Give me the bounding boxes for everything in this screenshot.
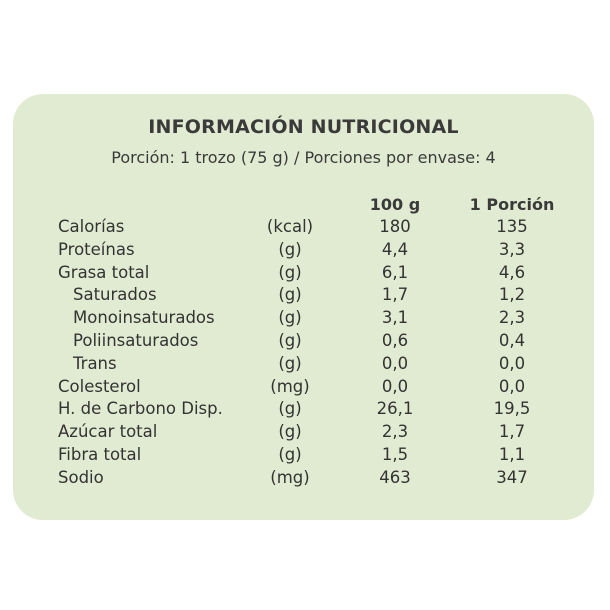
nutrient-row-grasa-total: Grasa total (g) 6,1 4,6 <box>13 262 594 285</box>
nutrient-value-portion: 2,3 <box>498 308 526 328</box>
nutrient-value-portion: 3,3 <box>498 239 526 259</box>
nutrient-unit: (g) <box>278 444 302 464</box>
nutrient-value-100g: 1,7 <box>381 285 409 305</box>
nutrient-value-portion: 4,6 <box>498 262 526 282</box>
nutrient-unit: (g) <box>278 422 302 442</box>
nutrition-title: INFORMACIÓN NUTRICIONAL <box>148 116 459 138</box>
nutrient-name: Proteínas <box>58 239 135 259</box>
nutrient-name: Colesterol <box>58 376 141 396</box>
header-per-100g: 100 g <box>369 195 421 214</box>
nutrient-name: Grasa total <box>58 262 150 282</box>
nutrient-value-100g: 180 <box>379 217 411 236</box>
nutrient-value-portion: 135 <box>496 217 528 236</box>
nutrient-name: H. de Carbono Disp. <box>58 399 223 419</box>
nutrient-row-carbohidratos: H. de Carbono Disp. (g) 26,1 19,5 <box>13 398 594 421</box>
nutrient-row-colesterol: Colesterol (mg) 0,0 0,0 <box>13 376 594 399</box>
nutrient-value-100g: 0,0 <box>381 376 409 396</box>
nutrient-row-saturados: Saturados (g) 1,7 1,2 <box>13 284 594 307</box>
nutrient-name: Trans <box>73 353 117 373</box>
nutrient-value-portion: 19,5 <box>493 399 531 419</box>
nutrient-value-100g: 26,1 <box>376 399 414 419</box>
nutrient-name: Sodio <box>58 467 104 487</box>
nutrient-row-proteinas: Proteínas (g) 4,4 3,3 <box>13 239 594 262</box>
nutrient-value-100g: 0,0 <box>381 353 409 373</box>
nutrient-value-100g: 2,3 <box>381 422 409 442</box>
nutrient-value-portion: 0,0 <box>498 353 526 373</box>
nutrient-name: Monoinsaturados <box>73 308 215 328</box>
nutrient-unit: (kcal) <box>266 217 314 236</box>
nutrient-row-monoinsaturados: Monoinsaturados (g) 3,1 2,3 <box>13 307 594 330</box>
nutrient-value-portion: 0,4 <box>498 330 526 350</box>
nutrient-value-portion: 1,7 <box>498 422 526 442</box>
nutrient-value-portion: 0,0 <box>498 376 526 396</box>
nutrient-value-100g: 6,1 <box>381 262 409 282</box>
nutrient-unit: (g) <box>278 399 302 419</box>
nutrient-row-sodio: Sodio (mg) 463 347 <box>13 467 594 490</box>
nutrient-unit: (g) <box>278 353 302 373</box>
nutrient-row-poliinsaturados: Poliinsaturados (g) 0,6 0,4 <box>13 330 594 353</box>
nutrient-value-100g: 1,5 <box>381 444 409 464</box>
nutrient-unit: (g) <box>278 330 302 350</box>
nutrient-name: Fibra total <box>58 444 142 464</box>
nutrient-row-fibra-total: Fibra total (g) 1,5 1,1 <box>13 444 594 467</box>
nutrient-row-azucar-total: Azúcar total (g) 2,3 1,7 <box>13 421 594 444</box>
nutrient-unit: (g) <box>278 308 302 328</box>
serving-info: Porción: 1 trozo (75 g) / Porciones por … <box>111 148 496 167</box>
nutrient-name: Poliinsaturados <box>73 330 199 350</box>
nutrient-row-trans: Trans (g) 0,0 0,0 <box>13 353 594 376</box>
header-per-portion: 1 Porción <box>469 195 555 214</box>
nutrient-table: Calorías (kcal) 180 135 Proteínas (g) 4,… <box>13 216 594 490</box>
nutrient-value-portion: 1,1 <box>498 444 526 464</box>
nutrient-unit: (g) <box>278 239 302 259</box>
nutrient-value-100g: 0,6 <box>381 330 409 350</box>
nutrient-unit: (mg) <box>270 376 310 396</box>
nutrient-name: Saturados <box>73 285 157 305</box>
nutrient-row-calorias: Calorías (kcal) 180 135 <box>13 216 594 239</box>
nutrient-value-100g: 4,4 <box>381 239 409 259</box>
nutrient-name: Azúcar total <box>58 422 158 442</box>
nutrient-unit: (g) <box>278 285 302 305</box>
nutrient-unit: (mg) <box>270 467 310 487</box>
nutrient-value-portion: 1,2 <box>498 285 526 305</box>
nutrient-value-100g: 463 <box>379 467 411 487</box>
nutrient-unit: (g) <box>278 262 302 282</box>
nutrition-facts-panel: INFORMACIÓN NUTRICIONAL Porción: 1 trozo… <box>13 94 594 520</box>
nutrient-name: Calorías <box>58 217 125 236</box>
nutrient-value-portion: 347 <box>496 467 528 487</box>
nutrient-value-100g: 3,1 <box>381 308 409 328</box>
